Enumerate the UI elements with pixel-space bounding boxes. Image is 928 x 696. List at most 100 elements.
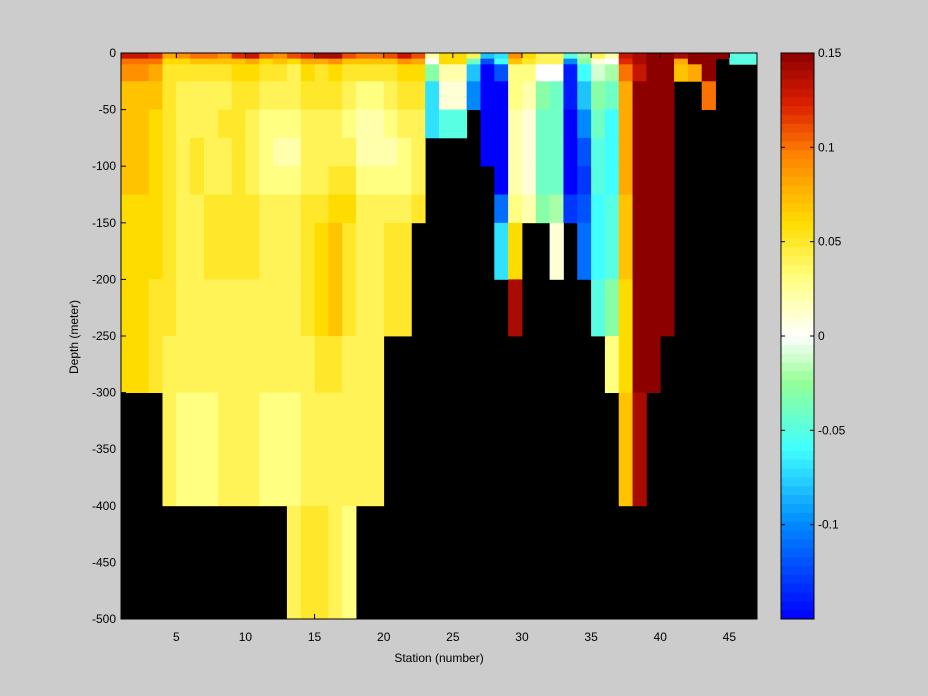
- colorbar-segment: [781, 79, 814, 89]
- heatmap-cell: [508, 109, 523, 139]
- heatmap-cell: [369, 109, 385, 139]
- heatmap-cell: [425, 109, 440, 139]
- heatmap-cell: [231, 222, 246, 280]
- heatmap-cell: [563, 58, 578, 65]
- heatmap-cell: [604, 222, 620, 280]
- heatmap-cell: [300, 137, 315, 167]
- heatmap-cell: [342, 505, 357, 620]
- colorbar-segment: [781, 512, 814, 523]
- heatmap-cell: [508, 279, 523, 337]
- heatmap-cell: [286, 109, 302, 139]
- heatmap-cell: [425, 81, 440, 110]
- heatmap-cell: [162, 279, 177, 337]
- heatmap-cell: [203, 53, 219, 60]
- colorbar-segment: [781, 380, 814, 390]
- heatmap-cell: [356, 58, 371, 65]
- heatmap-cell: [190, 194, 205, 224]
- heatmap-cell: [314, 222, 329, 280]
- heatmap-cell: [535, 166, 551, 195]
- heatmap-cell: [203, 137, 219, 167]
- heatmap-cell: [660, 194, 675, 224]
- heatmap-cell: [328, 109, 343, 139]
- y-axis-label: Depth (meter): [67, 300, 81, 374]
- heatmap-cell: [577, 194, 592, 224]
- heatmap-cell: [521, 137, 537, 167]
- heatmap-cell: [286, 279, 302, 337]
- heatmap-cell: [190, 336, 205, 393]
- colorbar-segment: [781, 53, 814, 63]
- heatmap-cell: [273, 64, 288, 82]
- heatmap-cell: [508, 222, 523, 280]
- heatmap-cell: [245, 336, 260, 393]
- heatmap-cell: [176, 166, 191, 195]
- heatmap-cell: [328, 166, 343, 195]
- heatmap-cell: [369, 222, 385, 280]
- heatmap-cell: [190, 81, 205, 110]
- heatmap-cell: [300, 166, 315, 195]
- heatmap-cell: [383, 222, 398, 280]
- heatmap-cell: [591, 64, 606, 82]
- heatmap-cell: [577, 137, 592, 167]
- heatmap-cell: [508, 194, 523, 224]
- heatmap-cell: [577, 222, 592, 280]
- heatmap-cell: [259, 336, 274, 393]
- heatmap-cell: [618, 81, 633, 110]
- heatmap-cell: [121, 53, 136, 60]
- heatmap-cell: [203, 81, 219, 110]
- heatmap-cell: [563, 81, 578, 110]
- heatmap-cell: [646, 222, 661, 280]
- heatmap-cell: [134, 109, 150, 139]
- colorbar-segment: [781, 194, 814, 204]
- heatmap-cell: [245, 109, 260, 139]
- heatmap-cell: [397, 58, 412, 65]
- heatmap-cell: [356, 81, 371, 110]
- colorbar-gradient: [781, 53, 814, 620]
- heatmap-cell: [521, 194, 537, 224]
- colorbar-segment: [781, 521, 814, 532]
- heatmap-cell: [425, 53, 440, 60]
- heatmap-cell: [604, 109, 620, 139]
- heatmap-cell: [646, 137, 661, 167]
- colorbar-segment: [781, 601, 814, 611]
- heatmap-cell: [397, 194, 412, 224]
- heatmap-cell: [176, 58, 191, 65]
- colorbar-tick-label: 0.15: [818, 46, 842, 60]
- colorbar-segment: [781, 459, 814, 470]
- heatmap-cell: [508, 166, 523, 195]
- heatmap-cell: [286, 194, 302, 224]
- heatmap-cell: [411, 137, 426, 167]
- heatmap-cell: [452, 81, 468, 110]
- heatmap-cell: [148, 64, 163, 82]
- heatmap-cell: [521, 166, 537, 195]
- heatmap-cell: [134, 336, 150, 393]
- heatmap-cell: [245, 53, 260, 60]
- heatmap-cell: [328, 137, 343, 167]
- colorbar-segment: [781, 397, 814, 408]
- heatmap-cell: [217, 222, 233, 280]
- heatmap-cell: [646, 336, 661, 393]
- heatmap-cell: [632, 109, 647, 139]
- heatmap-cell: [286, 505, 302, 620]
- heatmap-cell: [383, 58, 398, 65]
- heatmap-cell: [286, 53, 302, 60]
- heatmap-cell: [342, 81, 357, 110]
- heatmap-cell: [397, 64, 412, 82]
- heatmap-cells: [121, 53, 758, 620]
- heatmap-cell: [508, 137, 523, 167]
- heatmap-cell: [369, 58, 385, 65]
- heatmap-cell: [356, 53, 371, 60]
- heatmap-cell: [300, 53, 315, 60]
- heatmap-cell: [439, 58, 454, 65]
- heatmap-cell: [701, 58, 716, 65]
- heatmap-cell: [660, 166, 675, 195]
- heatmap-cell: [134, 137, 150, 167]
- colorbar-segment: [781, 504, 814, 514]
- x-axis-ticks: 5 10 15 20 25 30 35 40 45: [173, 53, 736, 644]
- heatmap-cell: [203, 166, 219, 195]
- heatmap-cell: [273, 279, 288, 337]
- heatmap-cell: [632, 53, 647, 60]
- heatmap-cell: [342, 109, 357, 139]
- heatmap-cell: [217, 109, 233, 139]
- heatmap-cell: [508, 53, 523, 60]
